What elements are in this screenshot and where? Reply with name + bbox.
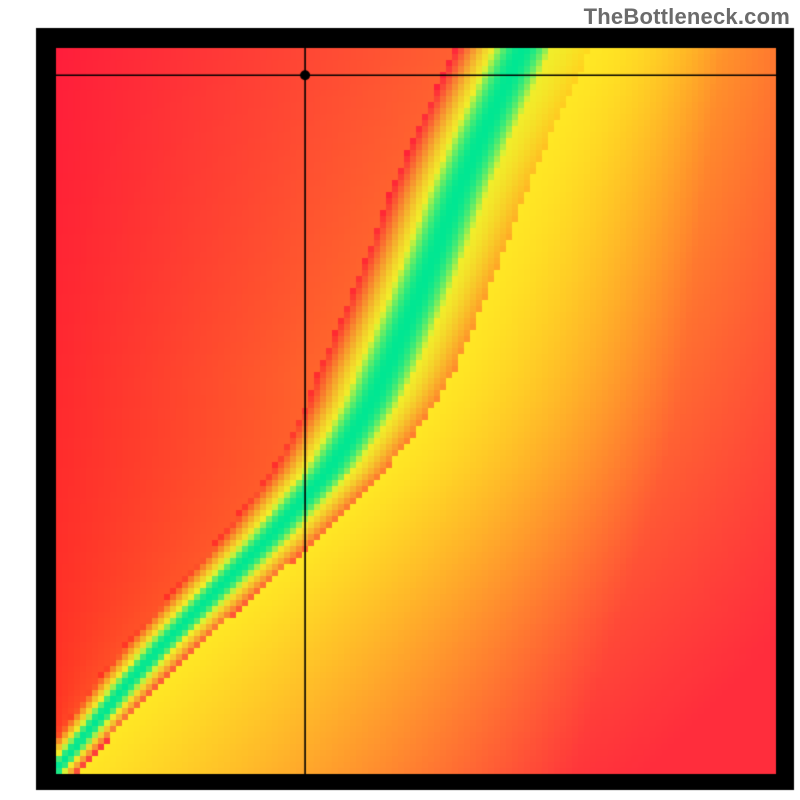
chart-container: TheBottleneck.com: [0, 0, 800, 800]
watermark-text: TheBottleneck.com: [584, 4, 790, 30]
heatmap-canvas: [0, 0, 800, 800]
